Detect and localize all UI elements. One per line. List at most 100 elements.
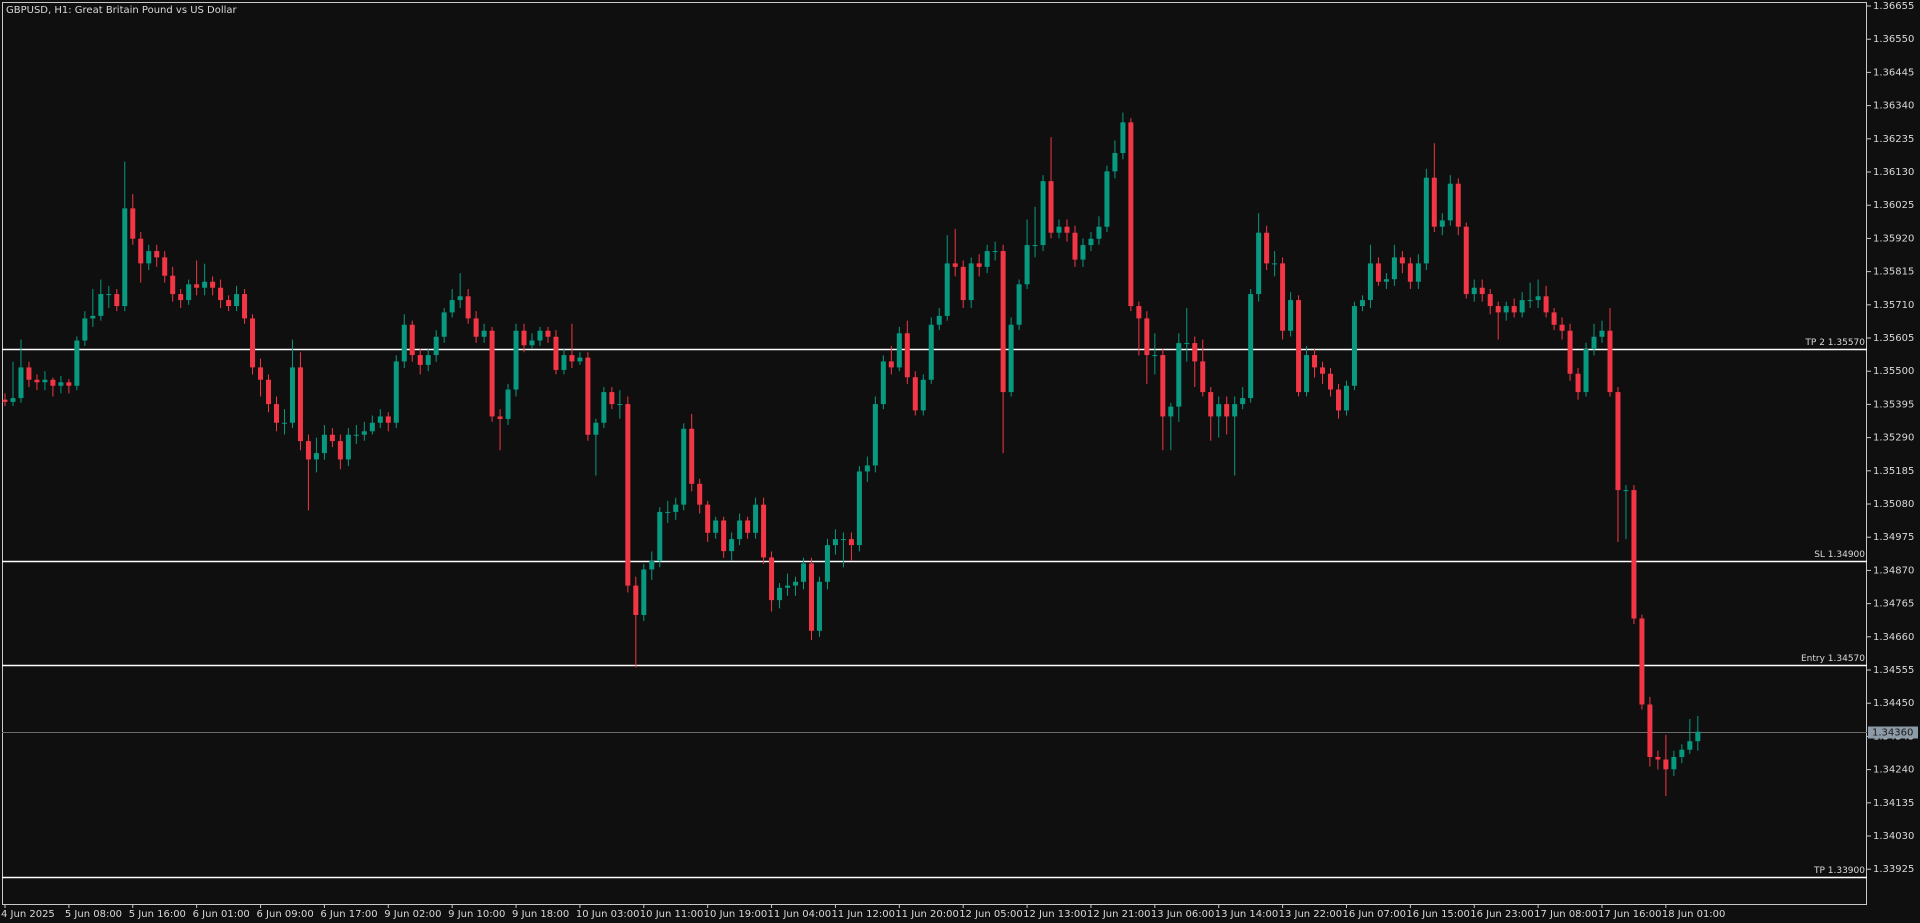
chart-title: GBPUSD, H1: Great Britain Pound vs US Do… xyxy=(6,5,238,16)
candle-body xyxy=(777,587,783,601)
candle-body xyxy=(1687,741,1693,750)
level-label: SL 1.34900 xyxy=(1814,550,1865,560)
y-tick-label: 1.34975 xyxy=(1873,532,1914,543)
candle-body xyxy=(74,340,80,386)
candle-body xyxy=(872,404,878,466)
candle-body xyxy=(50,379,56,386)
candle-body xyxy=(1024,245,1030,285)
candle-body xyxy=(1168,406,1174,417)
candle-body xyxy=(1343,385,1349,411)
candle-body xyxy=(1136,306,1142,319)
candle-body xyxy=(1663,759,1669,770)
candle-body xyxy=(1559,324,1565,331)
candle-body xyxy=(385,416,391,423)
candle-body xyxy=(218,287,224,301)
candle-body xyxy=(10,398,16,402)
candle-body xyxy=(1615,392,1621,491)
y-tick-label: 1.36235 xyxy=(1873,134,1914,145)
candle-body xyxy=(649,560,655,570)
candle-body xyxy=(864,465,870,472)
candle-body xyxy=(1591,336,1597,350)
candle-body xyxy=(1040,181,1046,246)
bid-box xyxy=(1868,726,1918,739)
candle-body xyxy=(513,330,519,390)
candle-body xyxy=(944,263,950,316)
candle-body xyxy=(1431,177,1437,227)
candle-body xyxy=(673,504,679,512)
candle-body xyxy=(840,539,846,541)
candle-body xyxy=(769,557,775,601)
candle-body xyxy=(785,585,791,588)
candle-body xyxy=(1479,287,1485,295)
y-tick-label: 1.36025 xyxy=(1873,200,1914,211)
x-tick-label: 9 Jun 18:00 xyxy=(512,909,569,920)
candle-body xyxy=(856,471,862,546)
candle-body xyxy=(1391,257,1397,280)
candle-body xyxy=(178,294,184,301)
candle-body xyxy=(186,284,192,301)
candle-body xyxy=(425,355,431,365)
candle-body xyxy=(170,275,176,295)
candle-body xyxy=(1000,251,1006,393)
candle-body xyxy=(609,392,615,405)
y-tick-label: 1.35080 xyxy=(1873,499,1914,510)
candle-body xyxy=(1288,300,1294,331)
y-tick-label: 1.35395 xyxy=(1873,399,1914,410)
candle-body xyxy=(202,281,208,288)
y-tick-label: 1.36130 xyxy=(1873,167,1914,178)
candle-body xyxy=(1264,232,1270,264)
candle-body xyxy=(1639,618,1645,705)
candle-body xyxy=(1351,306,1357,386)
candle-body xyxy=(146,251,152,264)
x-tick-label: 17 Jun 08:00 xyxy=(1534,909,1598,920)
candle-body xyxy=(1240,398,1246,405)
candle-body xyxy=(1623,490,1629,492)
candle-body xyxy=(617,404,623,406)
candle-body xyxy=(98,294,104,316)
candle-body xyxy=(968,263,974,301)
candle-body xyxy=(681,428,687,505)
candle-body xyxy=(824,545,830,582)
candle-body xyxy=(345,434,351,460)
x-tick-label: 13 Jun 22:00 xyxy=(1279,909,1343,920)
y-tick-label: 1.34870 xyxy=(1873,565,1914,576)
x-tick-label: 13 Jun 14:00 xyxy=(1215,909,1279,920)
candle-body xyxy=(2,399,8,402)
candle-body xyxy=(553,336,559,370)
candle-body xyxy=(1120,122,1126,154)
level-label: Entry 1.34570 xyxy=(1801,654,1865,664)
candle-body xyxy=(1423,177,1429,264)
candle-body xyxy=(1447,183,1453,221)
candle-body xyxy=(441,312,447,337)
y-tick-label: 1.35500 xyxy=(1873,366,1914,377)
candle-body xyxy=(577,357,583,362)
candle-body xyxy=(761,504,767,558)
x-tick-label: 12 Jun 05:00 xyxy=(959,909,1023,920)
candle-body xyxy=(329,434,335,442)
candle-body xyxy=(1535,296,1541,301)
candle-body xyxy=(960,266,966,301)
candle-body xyxy=(808,563,814,631)
candle-body xyxy=(1647,704,1653,757)
y-tick-label: 1.33925 xyxy=(1873,864,1914,875)
candle-body xyxy=(361,431,367,435)
candle-body xyxy=(1080,245,1086,260)
candle-body xyxy=(1671,756,1677,770)
candle-body xyxy=(305,441,311,460)
candle-body xyxy=(1583,349,1589,393)
candle-body xyxy=(920,379,926,411)
candle-body xyxy=(114,294,120,307)
candle-body xyxy=(1631,490,1637,619)
candle-body xyxy=(1383,279,1389,282)
candle-body xyxy=(529,340,535,346)
x-tick-label: 16 Jun 23:00 xyxy=(1470,909,1534,920)
candle-body xyxy=(1256,232,1262,295)
x-tick-label: 4 Jun 2025 xyxy=(1,909,55,920)
candle-body xyxy=(26,367,32,380)
candle-body xyxy=(1471,287,1477,295)
x-tick-label: 11 Jun 12:00 xyxy=(831,909,895,920)
candle-body xyxy=(353,434,359,436)
candle-body xyxy=(1359,300,1365,307)
candle-body xyxy=(1072,232,1078,260)
y-tick-label: 1.36550 xyxy=(1873,34,1914,45)
